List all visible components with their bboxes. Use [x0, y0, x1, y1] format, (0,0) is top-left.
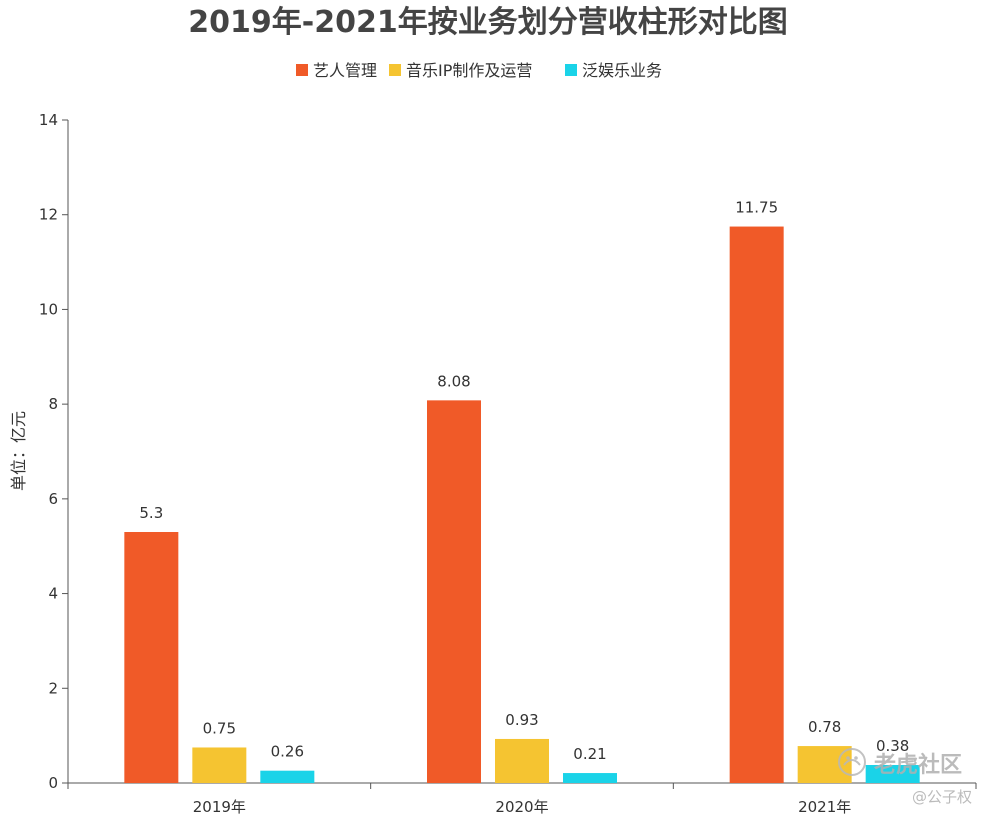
bar — [124, 532, 179, 783]
data-label: 11.75 — [735, 199, 778, 217]
legend-label: 艺人管理 — [313, 61, 377, 80]
data-label: 8.08 — [437, 372, 470, 390]
x-tick-label: 2020年 — [495, 798, 548, 816]
data-label: 5.3 — [139, 504, 163, 522]
legend-swatch — [389, 64, 401, 76]
tiger-logo-icon — [838, 748, 866, 776]
y-tick-label: 0 — [48, 774, 58, 792]
bar — [563, 773, 617, 783]
y-axis: 0 2 4 6 8 10 12 14 — [39, 111, 69, 792]
bar — [865, 765, 920, 783]
watermark-brand: 老虎社区 — [873, 752, 962, 778]
data-label: 0.78 — [808, 718, 841, 736]
watermark-author: @公子权 — [912, 788, 972, 806]
bar — [427, 400, 481, 783]
data-label: 0.38 — [876, 737, 909, 755]
bar — [495, 738, 549, 783]
x-tick-label: 2019年 — [193, 798, 246, 816]
bar — [192, 747, 247, 783]
y-tick-label: 6 — [48, 490, 58, 508]
bars-group — [124, 226, 920, 783]
legend-label: 音乐IP制作及运营 — [406, 61, 532, 80]
legend-swatch — [296, 64, 308, 76]
data-label: 0.26 — [271, 743, 304, 761]
legend-item: 音乐IP制作及运营 — [389, 61, 532, 80]
y-tick-label: 2 — [48, 679, 58, 697]
y-tick-label: 8 — [48, 395, 58, 413]
watermark: 老虎社区 @公子权 — [838, 748, 972, 806]
chart-title: 2019年-2021年按业务划分营收柱形对比图 — [188, 5, 787, 40]
bar — [729, 226, 784, 783]
y-axis-label: 单位：亿元 — [9, 411, 28, 491]
legend: 艺人管理 音乐IP制作及运营 泛娱乐业务 — [296, 61, 662, 80]
bar — [260, 770, 315, 783]
y-tick-label: 12 — [39, 206, 58, 224]
legend-label: 泛娱乐业务 — [582, 61, 662, 80]
data-label: 0.75 — [203, 719, 236, 737]
legend-item: 泛娱乐业务 — [565, 61, 662, 80]
data-label: 0.21 — [573, 745, 606, 763]
data-labels-group: 5.3 0.75 0.26 8.08 0.93 0.21 11.75 0.78 0.38 — [139, 199, 909, 764]
legend-swatch — [565, 64, 577, 76]
data-label: 0.93 — [505, 711, 538, 729]
x-tick-label: 2021年 — [798, 798, 851, 816]
y-tick-label: 4 — [48, 585, 58, 603]
y-tick-label: 14 — [39, 111, 58, 129]
y-tick-label: 10 — [39, 300, 58, 318]
legend-item: 艺人管理 — [296, 61, 377, 80]
x-axis: 2019年 2020年 2021年 — [67, 782, 977, 816]
